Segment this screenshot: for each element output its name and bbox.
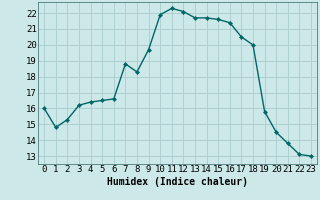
X-axis label: Humidex (Indice chaleur): Humidex (Indice chaleur) — [107, 177, 248, 187]
